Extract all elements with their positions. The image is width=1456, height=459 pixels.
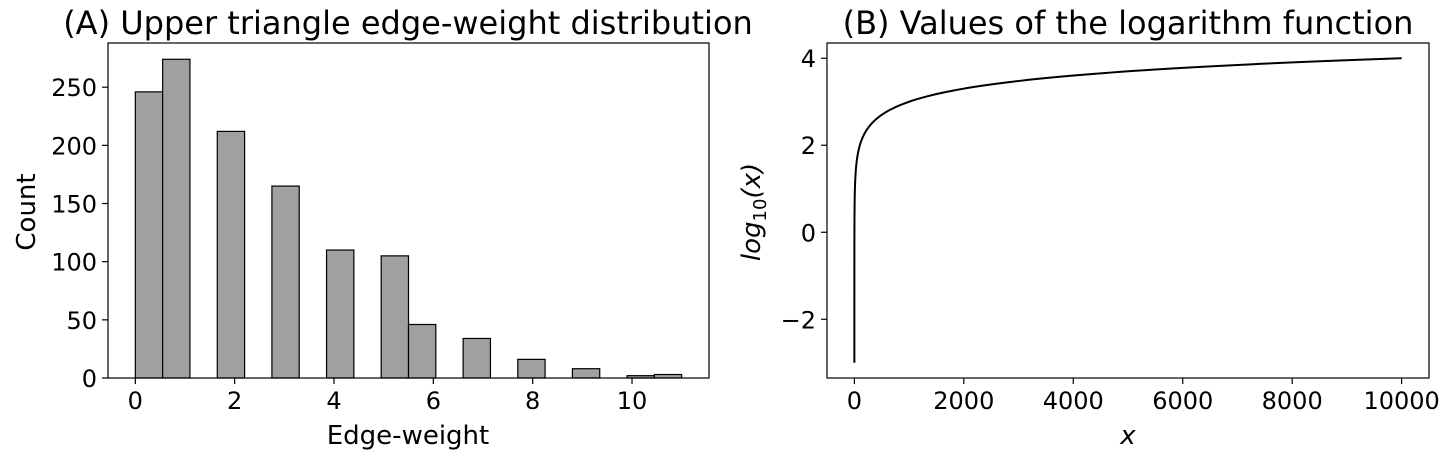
histogram-bar (325, 249, 355, 379)
log-y-ticks: −2 0 2 4 (781, 45, 827, 334)
x-tick-label: 2000 (933, 387, 994, 415)
x-tick-label: 4000 (1043, 387, 1104, 415)
histogram-bar (162, 58, 191, 379)
x-tick-label: 0 (128, 387, 143, 415)
y-tick-label: 50 (66, 307, 97, 335)
histogram-bar (571, 368, 601, 379)
y-tick-label: 2 (801, 132, 816, 160)
histogram-panel: (A) Upper triangle edge-weight distribut… (12, 4, 753, 451)
x-tick-label: 6000 (1152, 387, 1213, 415)
histogram-x-ticks: 0 2 4 6 8 10 (128, 378, 648, 415)
x-tick-label: 2 (227, 387, 242, 415)
histogram-bar (134, 91, 164, 379)
log-y-axis-label: log10(x) (737, 163, 771, 261)
histogram-x-axis-label: Edge-weight (327, 421, 489, 451)
histogram-bar (216, 130, 246, 379)
y-tick-label: −2 (781, 306, 816, 334)
y-tick-label: 0 (801, 219, 816, 247)
histogram-bar (271, 185, 300, 379)
histogram-title: (A) Upper triangle edge-weight distribut… (63, 4, 753, 42)
y-tick-label: 150 (51, 191, 97, 219)
x-tick-label: 8 (525, 387, 540, 415)
log-x-ticks: 0 2000 4000 6000 8000 10000 (847, 378, 1440, 415)
x-tick-label: 4 (326, 387, 341, 415)
x-tick-label: 0 (847, 387, 862, 415)
log-axes-frame (826, 42, 1430, 379)
x-tick-label: 10000 (1363, 387, 1439, 415)
x-tick-label: 6 (426, 387, 441, 415)
y-tick-label: 0 (82, 365, 97, 393)
histogram-bar (517, 358, 546, 379)
log-curve (853, 57, 1402, 363)
y-tick-label: 4 (801, 45, 816, 73)
y-tick-label: 100 (51, 249, 97, 277)
y-tick-label: 250 (51, 74, 97, 102)
x-tick-label: 8000 (1262, 387, 1323, 415)
x-tick-label: 10 (617, 387, 648, 415)
log-function-panel: (B) Values of the logarithm function 0 20… (737, 4, 1440, 451)
histogram-bars (134, 58, 683, 379)
log-x-axis-label: x (1119, 421, 1136, 451)
log-title: (B) Values of the logarithm function (843, 4, 1414, 42)
histogram-bar (407, 323, 437, 379)
histogram-axes-frame (107, 42, 710, 379)
histogram-bar (380, 255, 410, 379)
histogram-y-ticks: 0 50 100 150 200 250 (51, 74, 108, 393)
y-tick-label: 200 (51, 132, 97, 160)
histogram-bar (462, 337, 492, 379)
histogram-y-axis-label: Count (12, 173, 42, 250)
